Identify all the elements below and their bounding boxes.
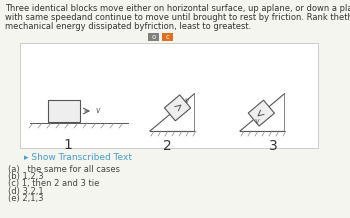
Bar <box>48 100 80 122</box>
Polygon shape <box>164 95 191 121</box>
Text: (e) 2,1,3: (e) 2,1,3 <box>8 194 43 203</box>
Text: o: o <box>151 34 156 40</box>
Text: (b) 1,2,3: (b) 1,2,3 <box>8 172 44 181</box>
Bar <box>20 43 318 148</box>
Text: v: v <box>95 106 99 114</box>
Text: 1: 1 <box>64 138 72 152</box>
Text: v: v <box>254 117 259 126</box>
Bar <box>148 33 159 41</box>
Text: (d) 3,2,1: (d) 3,2,1 <box>8 187 44 196</box>
Text: mechanical energy dissipated byfriction, least to greatest.: mechanical energy dissipated byfriction,… <box>5 22 251 31</box>
Text: (a)   the same for all cases: (a) the same for all cases <box>8 165 120 174</box>
Text: c: c <box>166 34 169 40</box>
Polygon shape <box>248 100 274 126</box>
Text: ▸ Show Transcribed Text: ▸ Show Transcribed Text <box>24 153 132 162</box>
Text: (c) 1, then 2 and 3 tie: (c) 1, then 2 and 3 tie <box>8 179 99 188</box>
Text: 2: 2 <box>162 139 171 153</box>
Text: Three identical blocks move either on horizontal surface, up aplane, or down a p: Three identical blocks move either on ho… <box>5 4 350 13</box>
Text: v: v <box>184 96 189 105</box>
Text: 3: 3 <box>269 139 278 153</box>
Text: with same speedand continue to move until brought to rest by friction. Rank thet: with same speedand continue to move unti… <box>5 13 350 22</box>
Bar <box>162 33 173 41</box>
